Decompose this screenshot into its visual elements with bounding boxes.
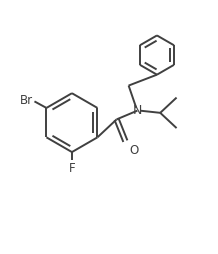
Text: O: O (129, 144, 138, 157)
Text: F: F (69, 162, 75, 175)
Text: Br: Br (20, 94, 33, 107)
Text: N: N (133, 104, 142, 117)
